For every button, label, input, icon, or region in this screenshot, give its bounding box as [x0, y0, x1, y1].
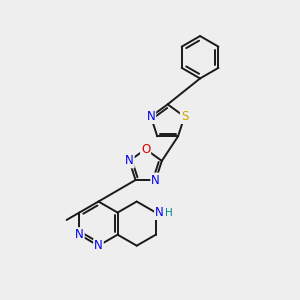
Text: N: N	[151, 173, 160, 187]
Text: N: N	[125, 154, 134, 167]
Text: O: O	[141, 142, 150, 156]
Text: N: N	[155, 206, 164, 219]
Text: N: N	[75, 228, 84, 241]
Text: N: N	[94, 239, 103, 252]
Text: N: N	[146, 110, 155, 123]
Text: H: H	[165, 208, 173, 218]
Text: S: S	[181, 110, 188, 123]
